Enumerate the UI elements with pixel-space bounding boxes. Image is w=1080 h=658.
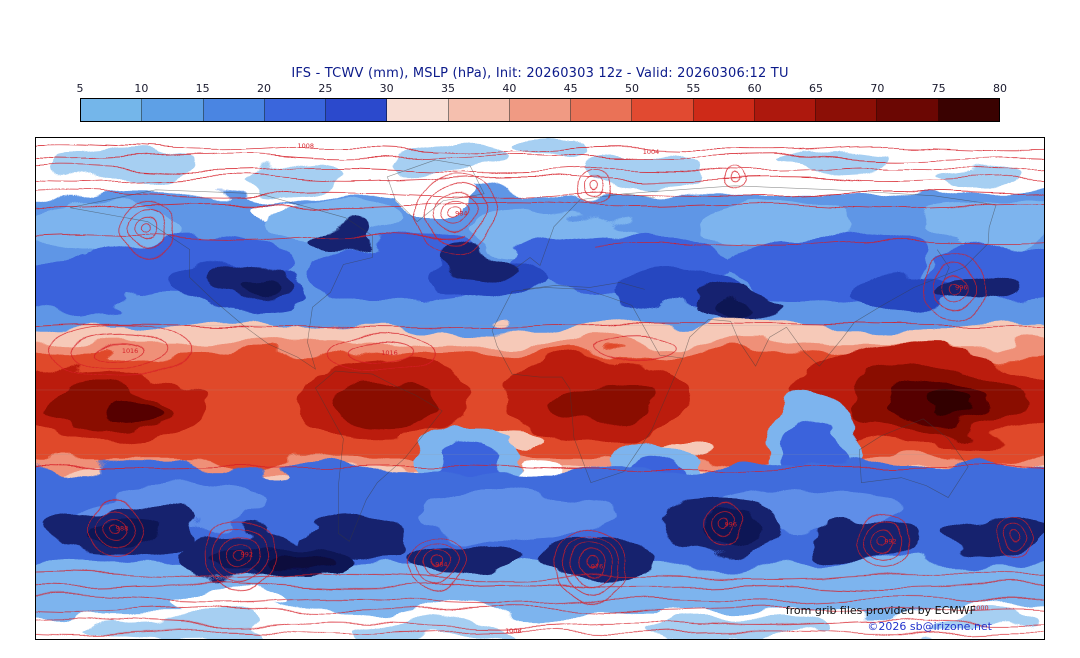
mslp-contour-label: 992	[884, 537, 896, 545]
colorbar-segment	[264, 99, 327, 121]
colorbar-segment	[571, 99, 633, 121]
colorbar-tick-label: 40	[502, 82, 517, 95]
colorbar-tick-label: 55	[686, 82, 701, 95]
coastline-japan	[936, 249, 950, 285]
colorbar-segment	[632, 99, 694, 121]
low-pressure-center	[994, 517, 1034, 556]
mslp-contour-label: 1000	[972, 604, 988, 612]
coastline-australia	[859, 418, 969, 498]
tcwv-field-tropics	[36, 325, 1044, 521]
map-canvas: 1008 1004 984 996 1016 1016 988 992 984 976 996 992…	[36, 138, 1044, 639]
mslp-contours	[36, 143, 1044, 636]
high-pressure-center	[328, 334, 433, 372]
chart-title: IFS - TCWV (mm), MSLP (hPa), Init: 20260…	[291, 66, 789, 81]
colorbar-tick-label: 25	[318, 82, 333, 95]
mslp-contour-label: 1008	[505, 627, 521, 635]
colorbar-segment	[693, 99, 755, 121]
mslp-contour-label: 996	[725, 520, 737, 528]
mslp-contour-label: 984	[435, 560, 447, 568]
colorbar-segment	[938, 99, 999, 121]
mslp-contour-label: 1016	[381, 349, 397, 357]
mslp-contour-label: 1016	[122, 347, 138, 355]
high-pressure-center	[48, 324, 194, 378]
colorbar-segment	[509, 99, 572, 121]
mslp-contour-label: 984	[455, 210, 467, 218]
coastline-greenland	[386, 159, 485, 223]
colorbar-tick-labels: 5 10 15 20 25 30 35 40 45 50 55 60 65 70 75 80	[76, 82, 1008, 96]
colorbar-segment	[816, 99, 878, 121]
colorbar-tick-label: 50	[625, 82, 639, 95]
colorbar-tick-label: 65	[809, 82, 823, 95]
colorbar-tick-label: 80	[993, 82, 1007, 95]
coastline-africa	[491, 287, 684, 483]
world-map: 1008 1004 984 996 1016 1016 988 992 984 976 996 992…	[35, 137, 1045, 640]
copyright-credit: ©2026 sb@irizone.net	[867, 620, 992, 633]
mslp-contour-label: 1008	[297, 142, 313, 150]
tcwv-field-north	[36, 138, 1044, 347]
colorbar-segment	[203, 99, 265, 121]
colorbar-segment	[387, 99, 449, 121]
low-pressure-center	[407, 537, 463, 592]
colorbar-tick-label: 5	[76, 82, 84, 95]
colorbar-tick-label: 30	[379, 82, 394, 95]
low-pressure-center	[920, 254, 988, 321]
low-pressure-center	[414, 173, 496, 254]
colorbar-tick-label: 75	[931, 82, 946, 95]
coastline-asia	[623, 185, 997, 367]
low-pressure-center	[87, 500, 145, 557]
colorbar-tick-label: 15	[195, 82, 210, 95]
colorbar-tick-label: 45	[563, 82, 578, 95]
coastline-mediterranean	[522, 282, 645, 290]
coastline-south-america	[315, 370, 443, 542]
low-pressure-center	[119, 201, 177, 258]
low-pressure-center	[724, 167, 745, 189]
mslp-contour-label: 976	[591, 562, 603, 570]
low-pressure-center	[856, 514, 912, 569]
colorbar-segment	[754, 99, 817, 121]
colorbar-segment	[142, 99, 204, 121]
colorbar-tick-label: 60	[747, 82, 762, 95]
colorbar-segment	[326, 99, 388, 121]
low-pressure-center	[577, 170, 613, 206]
coastlines	[69, 159, 997, 542]
colorbar-segment	[448, 99, 510, 121]
colorbar: 5 10 15 20 25 30 35 40 45 50 55 60 65 70 75 80	[76, 82, 1008, 122]
low-pressure-center	[204, 518, 277, 591]
colorbar-tick-label: 35	[441, 82, 455, 95]
high-pressure-center	[594, 335, 676, 363]
mslp-contour-label: 1004	[643, 148, 659, 156]
mslp-contour-label: 992	[241, 550, 253, 558]
low-pressure-center	[555, 531, 627, 602]
tcwv-field-south	[36, 468, 1044, 639]
colorbar-tick-label: 20	[257, 82, 271, 95]
coastline-north-america	[69, 189, 373, 370]
colorbar-segment	[877, 99, 939, 121]
mslp-contour-label: 988	[116, 524, 128, 532]
colorbar-segment	[81, 99, 143, 121]
colorbar-scale	[80, 98, 1000, 122]
colorbar-tick-label: 70	[870, 82, 885, 95]
low-pressure-center	[704, 504, 745, 545]
data-source-credit: from grib files provided by ECMWF	[785, 604, 976, 617]
contour-labels: 1008 1004 984 996 1016 1016 988 992 984 976 996 992…	[116, 142, 989, 635]
colorbar-tick-label: 10	[134, 82, 149, 95]
mslp-contour-label: 996	[955, 283, 967, 291]
